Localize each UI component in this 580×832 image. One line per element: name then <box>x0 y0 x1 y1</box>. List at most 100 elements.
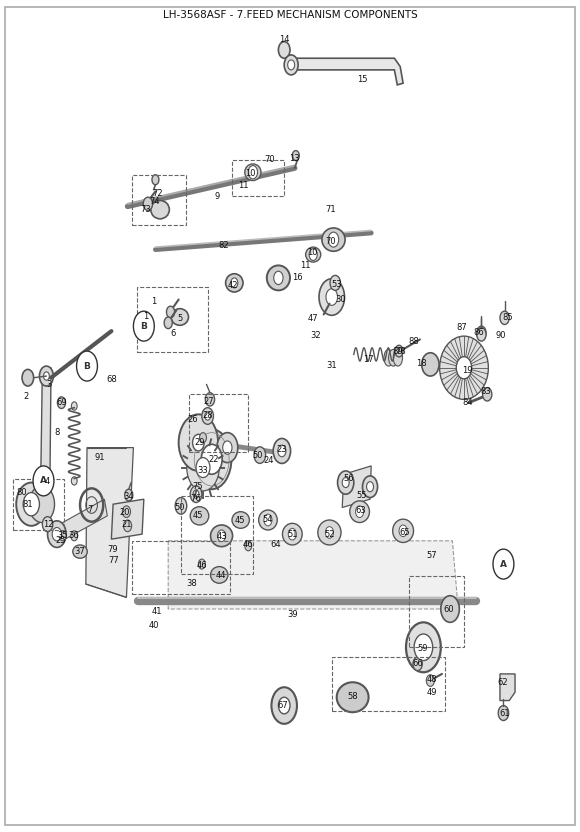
Circle shape <box>23 493 39 516</box>
Text: 58: 58 <box>347 692 358 701</box>
Circle shape <box>196 458 210 478</box>
Text: 46: 46 <box>242 541 253 549</box>
Text: 9: 9 <box>215 192 220 201</box>
Text: 7: 7 <box>87 505 93 513</box>
Text: 81: 81 <box>23 500 33 508</box>
Ellipse shape <box>422 353 439 376</box>
Circle shape <box>217 433 238 463</box>
Text: 68: 68 <box>106 375 117 384</box>
Circle shape <box>284 55 298 75</box>
Circle shape <box>29 486 55 522</box>
Text: 41: 41 <box>151 607 162 616</box>
Circle shape <box>39 366 53 386</box>
Circle shape <box>456 357 472 379</box>
Text: 72: 72 <box>153 189 163 197</box>
Circle shape <box>413 657 422 671</box>
Text: 70: 70 <box>325 237 336 245</box>
Circle shape <box>205 393 215 406</box>
Ellipse shape <box>151 201 169 219</box>
Ellipse shape <box>389 349 398 366</box>
Circle shape <box>152 175 159 185</box>
Ellipse shape <box>73 545 87 558</box>
Text: 19: 19 <box>462 366 473 374</box>
Text: 64: 64 <box>271 540 281 548</box>
Ellipse shape <box>190 507 209 525</box>
Circle shape <box>71 531 78 541</box>
Circle shape <box>273 438 291 463</box>
Text: 77: 77 <box>108 557 119 565</box>
Circle shape <box>326 289 338 305</box>
Text: 32: 32 <box>311 331 321 339</box>
Ellipse shape <box>384 349 393 366</box>
Bar <box>188 394 248 452</box>
Circle shape <box>367 482 374 492</box>
Text: 1: 1 <box>151 297 157 305</box>
Text: 80: 80 <box>17 488 27 497</box>
Text: 78: 78 <box>395 347 405 355</box>
Circle shape <box>164 317 172 329</box>
Text: B: B <box>84 362 90 370</box>
Text: 34: 34 <box>124 493 134 501</box>
Text: 79: 79 <box>108 545 118 553</box>
Circle shape <box>288 60 295 70</box>
Text: 86: 86 <box>474 329 484 337</box>
Text: 37: 37 <box>75 547 85 556</box>
Text: 30: 30 <box>335 295 346 304</box>
Circle shape <box>122 506 130 518</box>
Circle shape <box>57 397 66 409</box>
Text: 25: 25 <box>56 537 66 545</box>
Circle shape <box>22 369 34 386</box>
Text: 13: 13 <box>289 154 300 162</box>
Circle shape <box>441 596 459 622</box>
Text: 11: 11 <box>300 261 311 270</box>
Text: 6: 6 <box>170 329 176 338</box>
Text: 20: 20 <box>119 508 130 517</box>
Circle shape <box>52 527 61 541</box>
Text: 31: 31 <box>326 361 336 369</box>
Bar <box>132 175 186 225</box>
Bar <box>232 160 284 196</box>
Ellipse shape <box>211 567 228 583</box>
Text: 71: 71 <box>325 206 336 214</box>
Circle shape <box>483 388 492 401</box>
Text: 16: 16 <box>292 274 303 282</box>
Text: 35: 35 <box>57 532 68 540</box>
Text: 33: 33 <box>197 466 208 474</box>
Circle shape <box>278 42 290 58</box>
Text: 40: 40 <box>148 622 159 630</box>
Text: 83: 83 <box>481 387 491 395</box>
Circle shape <box>498 706 509 721</box>
Text: 55: 55 <box>357 492 367 500</box>
Ellipse shape <box>226 274 243 292</box>
Circle shape <box>278 445 286 457</box>
Circle shape <box>59 531 66 541</box>
Text: 50: 50 <box>252 452 263 460</box>
Text: 45: 45 <box>193 512 204 520</box>
Circle shape <box>328 232 339 247</box>
Circle shape <box>362 476 378 498</box>
Circle shape <box>42 477 48 485</box>
Circle shape <box>125 489 133 501</box>
Circle shape <box>143 197 153 210</box>
Bar <box>181 496 253 574</box>
Circle shape <box>264 514 272 526</box>
Text: 38: 38 <box>186 579 197 587</box>
Circle shape <box>133 311 154 341</box>
Circle shape <box>198 559 205 569</box>
Text: 4: 4 <box>45 478 50 486</box>
Text: 28: 28 <box>202 412 213 420</box>
Text: 23: 23 <box>277 445 287 453</box>
Text: 63: 63 <box>356 506 366 514</box>
Circle shape <box>274 271 283 285</box>
Ellipse shape <box>171 309 188 325</box>
Ellipse shape <box>192 429 231 489</box>
Text: 1: 1 <box>143 313 149 321</box>
Circle shape <box>414 634 433 661</box>
Text: 36: 36 <box>68 532 79 540</box>
Text: 51: 51 <box>287 531 298 539</box>
Text: 56: 56 <box>344 474 354 483</box>
Text: 50: 50 <box>175 503 185 512</box>
Polygon shape <box>168 541 458 609</box>
Text: 8: 8 <box>54 428 60 437</box>
Text: 11: 11 <box>238 181 249 190</box>
